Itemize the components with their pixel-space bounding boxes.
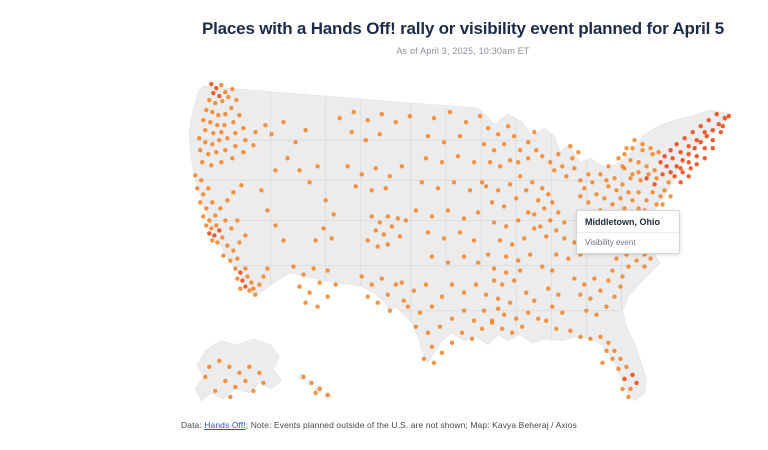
data-source-link[interactable]: Hands Off! [204,420,246,430]
us-dot-map[interactable]: Middletown, Ohio Visibility event [174,70,738,416]
mainland-us-shape [188,85,732,402]
tooltip-event-type: Visibility event [585,238,636,247]
event-dots-orange[interactable] [193,82,673,400]
chart-subtitle: As of April 3, 2025, 10:30am ET [396,46,530,57]
chart-header: Places with a Hands Off! rally or visibi… [166,18,760,56]
footer-prefix: Data: [181,420,205,430]
map-tooltip: Middletown, Ohio Visibility event [576,210,680,254]
footer-note: Data: Hands Off!; Note: Events planned o… [181,420,577,430]
chart-title: Places with a Hands Off! rally or visibi… [202,19,724,38]
footer-rest: ; Note: Events planned outside of the U.… [245,420,577,430]
alaska-shape [194,338,282,402]
tooltip-location: Middletown, Ohio [577,211,679,233]
map-canvas[interactable] [174,70,738,416]
